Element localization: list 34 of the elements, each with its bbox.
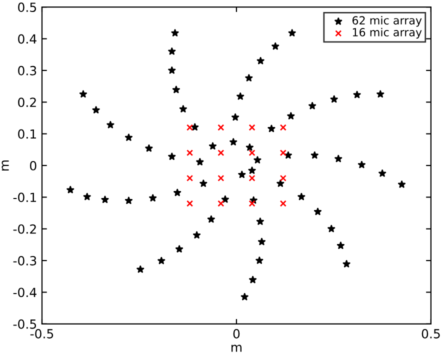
y-tick-label: 0.4	[18, 34, 36, 44]
y-tick-label: 0.1	[18, 129, 36, 139]
point	[248, 124, 256, 131]
y-tick-label: 0	[30, 160, 36, 170]
point	[218, 150, 224, 156]
y-tick-label: -0.1	[13, 192, 36, 202]
legend-label: 62 mic array	[352, 16, 422, 27]
y-tick-label: -0.4	[13, 288, 36, 298]
point	[248, 150, 256, 156]
point	[280, 150, 286, 156]
x-tick-label: 0.5	[422, 328, 440, 338]
point	[280, 174, 286, 182]
y-tick-label: -0.2	[13, 224, 36, 234]
y-axis-title: m	[2, 160, 9, 170]
point	[248, 200, 256, 207]
point	[218, 124, 224, 131]
y-tick-label: 0.2	[18, 98, 36, 108]
point	[280, 124, 286, 131]
point	[218, 174, 224, 182]
point	[186, 174, 194, 182]
y-tick-label: -0.3	[13, 256, 36, 266]
y-tick-label: 0.5	[18, 2, 36, 12]
y-tick-label: -0.5	[13, 319, 36, 329]
point	[248, 174, 256, 182]
x-tick-label: -0.5	[30, 328, 54, 338]
legend-label: 16 mic array	[352, 28, 422, 39]
y-tick-label: 0.3	[18, 66, 36, 76]
point	[186, 124, 194, 131]
point	[218, 200, 224, 207]
point	[280, 200, 286, 207]
point	[186, 200, 194, 207]
point	[186, 150, 194, 156]
x-tick-label: 0	[233, 328, 240, 338]
x-axis-title: m	[232, 344, 242, 352]
